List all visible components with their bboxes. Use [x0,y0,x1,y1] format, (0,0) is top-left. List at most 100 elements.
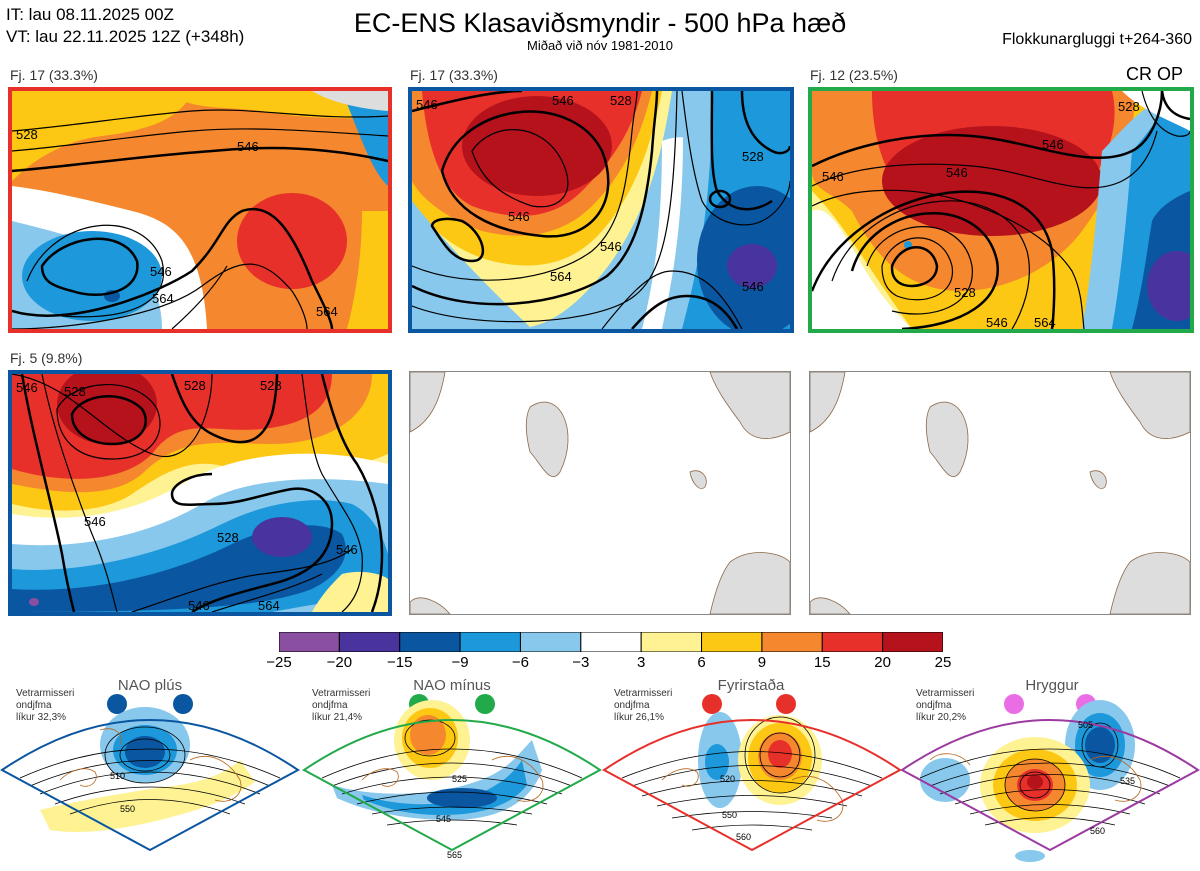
regime-dot [475,694,495,714]
contour-label: 505 [1078,720,1093,730]
contour-label: 564 [1034,315,1056,329]
regime-dot [702,694,722,714]
contour-label: 546 [742,279,764,294]
colorbar-tick-label: 15 [813,654,831,671]
colorbar-swatches [278,631,944,653]
cluster-1-label: Fj. 17 (33.3%) [10,67,98,83]
regime-4-title: Hryggur [1025,677,1079,694]
colorbar-swatch [519,631,582,653]
contour-label: 546 [188,598,210,612]
contour-label: 546 [986,315,1008,329]
colorbar-swatch [640,631,703,653]
regime-2-info: Vetrarmisseri ondjfma líkur 21,4% [312,688,371,723]
contour-label: 528 [1118,99,1140,114]
contour-label: 510 [110,771,125,781]
colorbar-swatch [701,631,763,653]
contour-label: 546 [552,93,574,108]
contour-label: 546 [16,380,38,395]
regime-3-map: 520 550 560 [602,694,902,852]
empty-map-2 [809,371,1191,615]
contour-label: 546 [600,239,622,254]
colorbar-swatch [882,631,944,653]
empty-map-1 [409,371,791,615]
cluster-1-map: 528 546 546 564 564 [8,87,392,333]
cluster-4-map: 546 528 528 528 546 528 546 546 564 [8,370,392,616]
regime-3-info: Vetrarmisseri ondjfma líkur 26,1% [614,688,673,723]
issue-time: IT: lau 08.11.2025 00Z [6,5,174,24]
cluster-3-map: 528 546 546 546 528 546 564 [808,87,1194,333]
contour-label: 546 [336,542,358,557]
contour-label: 546 [150,264,172,279]
regime-2-title: NAO mínus [413,677,491,694]
contour-label: 560 [736,832,751,842]
contour-label: 550 [120,804,135,814]
control-operational-tag: CR OP [1126,64,1184,84]
contour-label: 528 [742,149,764,164]
contour-label: 560 [1090,826,1105,836]
regime-dot [173,694,193,714]
regime-1-info: Vetrarmisseri ondjfma líkur 32,3% [16,688,75,723]
regime-1-map: 510 550 [0,694,300,852]
colorbar-swatch [761,631,823,653]
regime-1-title: NAO plús [117,677,183,694]
contour-label: 525 [452,774,467,784]
colorbar-tick-label: 9 [757,654,767,671]
regime-dot [776,694,796,714]
contour-label: 528 [64,384,86,399]
contour-label: 528 [954,285,976,300]
contour-label: 564 [258,598,280,612]
colorbar-swatch [821,631,884,653]
regime-dot [107,694,127,714]
colorbar-tick-label: −25 [266,654,292,671]
contour-label: 545 [436,814,451,824]
page-title: EC-ENS Klasaviðsmyndir - 500 hPa hæð [353,8,847,38]
contour-label: 564 [152,291,174,306]
contour-label: 528 [16,127,38,142]
regime-4-map: 505 535 560 [900,694,1200,862]
contour-label: 520 [720,774,735,784]
contour-label: 546 [1042,137,1064,152]
contour-label: 550 [722,810,737,820]
cluster-2-label: Fj. 17 (33.3%) [410,67,498,83]
cluster-4-label: Fj. 5 (9.8%) [10,350,83,366]
valid-time: VT: lau 22.11.2025 12Z (+348h) [6,27,245,46]
page-subtitle: Miðað við nóv 1981-2010 [527,38,673,53]
colorbar-swatch [399,631,461,653]
contour-label: 528 [184,378,206,393]
colorbar-tick-label: 25 [934,654,952,671]
regime-4-info: Vetrarmisseri ondjfma líkur 20,2% [916,688,975,723]
colorbar-tick-label: −9 [451,654,469,671]
colorbar-swatch [338,631,401,653]
colorbar-tick-label: 20 [874,654,891,671]
contour-label: 528 [217,530,239,545]
contour-label: 546 [237,139,259,154]
regime-3-title: Fyrirstaða [717,677,785,694]
regime-2-map: 525 545 565 [302,694,602,860]
contour-label: 564 [316,304,338,319]
colorbar-tick-label: −3 [572,654,590,671]
contour-label: 546 [84,514,106,529]
contour-label: 565 [447,850,462,860]
contour-label: 535 [1120,776,1135,786]
colorbar-swatch [278,631,340,653]
contour-label: 528 [610,93,632,108]
colorbar-swatch [580,631,642,653]
contour-label: 564 [550,269,572,284]
colorbar-tick-label: −20 [326,654,353,671]
regime-dot [1004,694,1024,714]
colorbar-tick-label: 3 [637,654,646,671]
colorbar-tick-label: 6 [697,654,706,671]
colorbar-swatch [459,631,521,653]
contour-label: 546 [416,97,438,112]
colorbar [278,631,944,653]
colorbar-tick-label: −6 [511,654,530,671]
cluster-2-map: 546 546 528 546 564 546 546 528 [408,87,794,333]
header-times: IT: lau 08.11.2025 00Z VT: lau 22.11.202… [6,4,244,48]
colorbar-tick-label: −15 [386,654,413,671]
classification-window: Flokkunargluggi t+264-360 [1002,31,1192,48]
contour-label: 546 [946,165,968,180]
cluster-3-label: Fj. 12 (23.5%) [810,67,898,83]
contour-label: 546 [508,209,530,224]
contour-label: 528 [260,378,282,393]
contour-label: 546 [822,169,844,184]
